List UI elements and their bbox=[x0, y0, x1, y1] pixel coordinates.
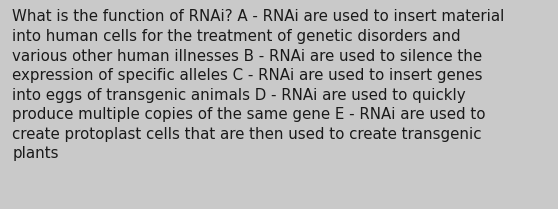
Text: What is the function of RNAi? A - RNAi are used to insert material
into human ce: What is the function of RNAi? A - RNAi a… bbox=[12, 9, 504, 161]
